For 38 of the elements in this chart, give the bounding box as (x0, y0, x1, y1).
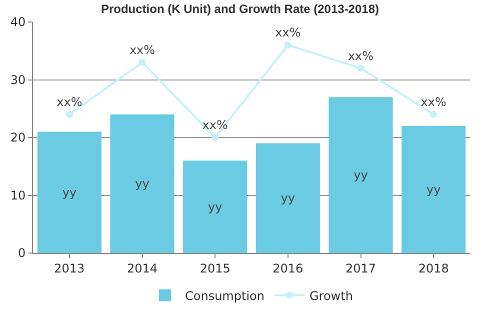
x-tick-label: 2018 (418, 261, 449, 276)
data-label: yy (354, 168, 368, 182)
y-tick-label: 20 (10, 130, 26, 145)
data-label: xx% (348, 48, 374, 63)
data-label: xx% (202, 118, 228, 132)
y-tick-label: 30 (10, 72, 26, 87)
y-tick-label: 0 (18, 246, 26, 260)
x-tick-label: 2017 (345, 261, 376, 276)
point (430, 110, 438, 118)
point (138, 58, 146, 66)
bar (183, 160, 248, 253)
point (284, 42, 292, 49)
data-label: yy (208, 200, 222, 214)
data-label: xx% (129, 43, 156, 58)
x-tick-label: 2013 (54, 261, 85, 276)
x-tick-label: 2014 (126, 261, 158, 276)
bar (110, 114, 174, 253)
y-tick-label: 40 (10, 15, 26, 30)
data-label: yy (135, 176, 150, 191)
bar (37, 132, 102, 253)
point (212, 134, 219, 141)
data-label: xx% (420, 95, 446, 110)
point (66, 110, 73, 118)
chart-title: Production (K Unit) and Growth Rate (2013-2018) (100, 2, 380, 16)
bar (328, 97, 393, 253)
data-label: xx% (56, 95, 82, 110)
x-tick-label: 2015 (200, 261, 230, 276)
data-label: xx% (275, 26, 301, 40)
bar (402, 126, 466, 253)
legend-label: Growth (309, 288, 353, 303)
data-label: yy (426, 182, 441, 196)
x-tick-label: 2016 (272, 261, 304, 276)
point (357, 64, 364, 72)
bar (256, 143, 320, 253)
data-label: yy (280, 191, 296, 206)
legend-label: Consumption (185, 288, 264, 303)
data-label: yy (62, 185, 77, 200)
y-tick-label: 10 (10, 188, 26, 202)
